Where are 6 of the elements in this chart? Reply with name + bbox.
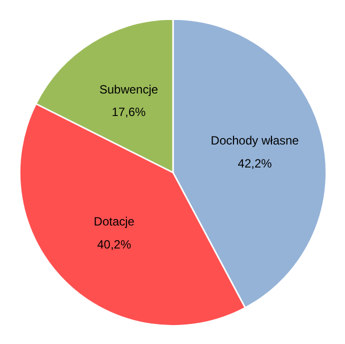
slice-label: Dotacje <box>94 214 135 228</box>
data-label: 42,2% <box>238 156 272 171</box>
slice-label: Dochody własne <box>210 134 300 148</box>
slice-label: Subwencje <box>99 82 158 96</box>
data-label: 17,6% <box>112 105 146 120</box>
data-label: 40,2% <box>97 237 132 252</box>
